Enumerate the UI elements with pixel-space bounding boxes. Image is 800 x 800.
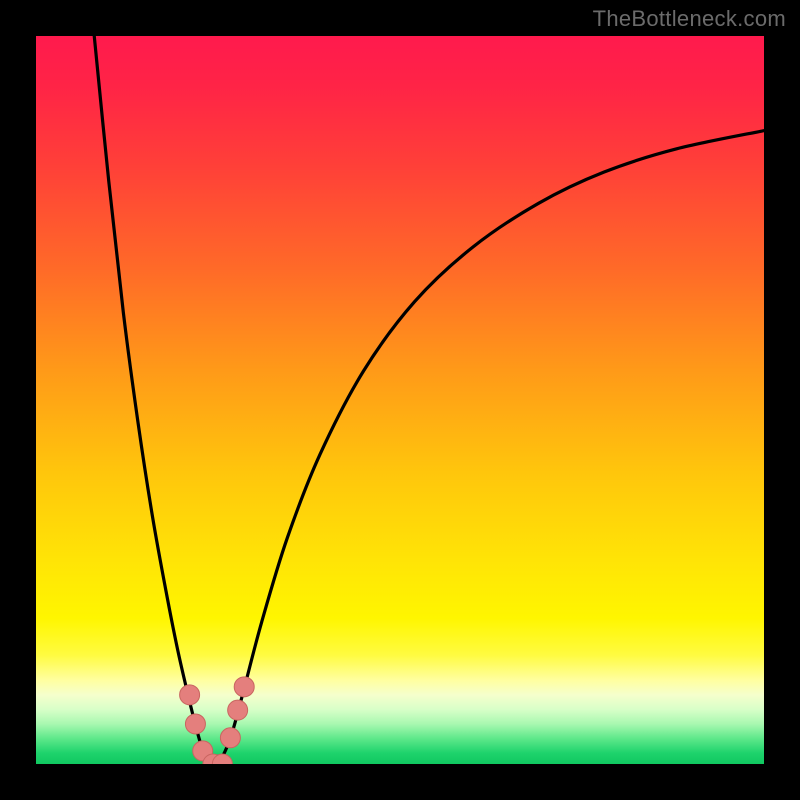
data-marker <box>180 685 200 705</box>
data-marker <box>185 714 205 734</box>
watermark-text: TheBottleneck.com <box>593 6 786 32</box>
data-marker <box>228 700 248 720</box>
gradient-plot-area <box>36 36 764 764</box>
data-marker <box>220 728 240 748</box>
data-marker <box>234 677 254 697</box>
bottleneck-chart <box>0 0 800 800</box>
